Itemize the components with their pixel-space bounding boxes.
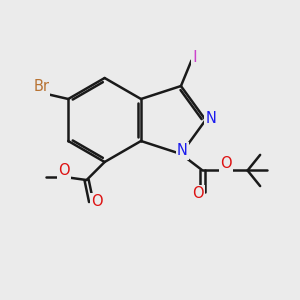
Text: O: O (192, 186, 204, 201)
Text: Br: Br (33, 80, 49, 94)
Text: O: O (220, 156, 232, 171)
Text: N: N (206, 111, 217, 126)
Text: I: I (192, 50, 197, 65)
Text: O: O (91, 194, 102, 209)
Text: N: N (177, 143, 188, 158)
Text: O: O (58, 163, 70, 178)
